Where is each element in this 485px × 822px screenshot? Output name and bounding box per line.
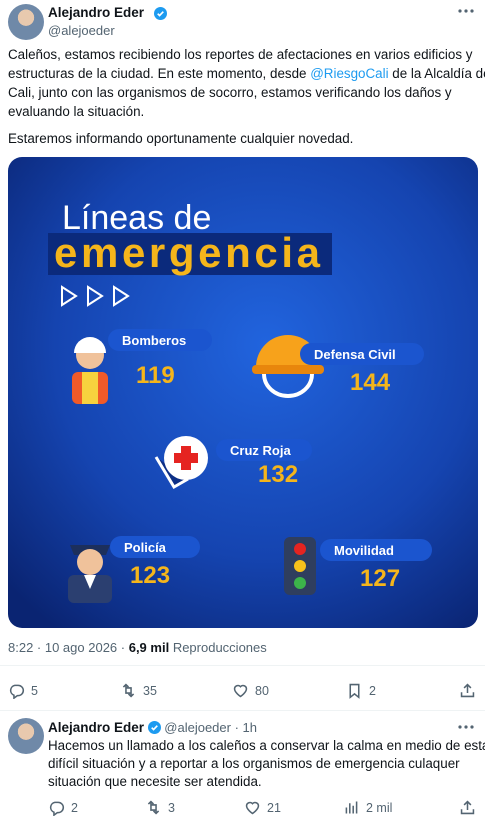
service-number: 144: [350, 369, 391, 396]
service-number: 132: [258, 461, 298, 488]
label-pill: [216, 439, 312, 461]
police-icon: [68, 545, 112, 603]
reply-header: Alejandro Eder @alejoeder · 1h: [48, 720, 257, 735]
label-pill: [108, 329, 212, 351]
tweet-text: Caleños, estamos recibiendo los reportes…: [8, 47, 473, 62]
retweet-button[interactable]: 3: [145, 799, 175, 816]
verified-badge: [154, 7, 167, 20]
redcross-icon: [154, 436, 208, 490]
service-name: Movilidad: [334, 543, 394, 558]
views-button[interactable]: 2 mil: [343, 799, 392, 816]
reply-button[interactable]: 2: [48, 799, 78, 816]
reply-button[interactable]: 5: [8, 682, 38, 699]
views-count: 2 mil: [366, 800, 393, 815]
timestamp[interactable]: 8:22 · 10 ago 2026 ·: [8, 640, 126, 655]
like-count: 21: [267, 800, 281, 815]
bookmark-count: 2: [369, 683, 376, 698]
firefighter-icon: [72, 337, 108, 404]
like-button[interactable]: 21: [244, 799, 281, 816]
author-name[interactable]: Alejandro Eder: [48, 720, 145, 735]
tweet-text: estructuras de la ciudad. En este moment…: [8, 66, 485, 81]
like-count: 80: [255, 683, 269, 698]
share-button[interactable]: [459, 799, 476, 816]
share-button[interactable]: [459, 682, 476, 699]
verified-badge: [147, 721, 161, 734]
tweet-image[interactable]: Líneas de emergencia Bomberos 119 Defensa …: [8, 157, 478, 628]
arrows: [61, 285, 130, 307]
bookmark-button[interactable]: 2: [346, 682, 376, 699]
more-menu[interactable]: [458, 724, 474, 730]
service-name: Bomberos: [122, 333, 186, 348]
service-name: Policía: [124, 540, 167, 555]
text: de la Alcaldía de: [388, 66, 485, 81]
reply-text: Hacemos un llamado a los caleños a conse…: [48, 738, 485, 753]
service-number: 123: [130, 562, 170, 589]
reply-count: 5: [31, 683, 38, 698]
author-handle[interactable]: @alejoeder: [48, 23, 115, 38]
retweet-count: 35: [143, 683, 157, 698]
service-number: 127: [360, 565, 400, 592]
avatar[interactable]: [8, 4, 44, 40]
text: estructuras de la ciudad. En este moment…: [8, 66, 311, 81]
service-name: Defensa Civil: [314, 347, 396, 362]
reply-count: 2: [71, 800, 78, 815]
views-label: Reproducciones: [172, 640, 267, 655]
like-button[interactable]: 80: [232, 682, 269, 699]
image-title: Líneas de: [62, 199, 211, 237]
tweet-text: evaluando la situación.: [8, 104, 145, 119]
reply-text: difícil situación y a reportar a los org…: [48, 756, 460, 771]
avatar[interactable]: [8, 718, 44, 754]
post-age: · 1h: [234, 720, 257, 735]
retweet-count: 3: [168, 800, 175, 815]
tweet-meta: 8:22 · 10 ago 2026 · 6,9 mil Reproduccio…: [8, 640, 267, 655]
more-menu[interactable]: [458, 8, 474, 14]
tweet-text: Cali, junto con las organismos de socorr…: [8, 85, 452, 100]
divider: [0, 710, 485, 711]
label-pill: [320, 539, 432, 561]
label-pill: [110, 536, 200, 558]
reply-text: situación que necesite ser atendida.: [48, 774, 262, 789]
label-pill: [300, 343, 424, 365]
service-name: Cruz Roja: [230, 443, 291, 458]
image-title: emergencia: [54, 229, 321, 276]
service-number: 119: [136, 362, 175, 389]
retweet-button[interactable]: 35: [120, 682, 157, 699]
divider: [0, 665, 485, 666]
author-name[interactable]: Alejandro Eder: [48, 5, 145, 20]
traffic-light-icon: [284, 537, 316, 595]
author-handle[interactable]: @alejoeder: [164, 720, 231, 735]
tweet-text: Estaremos informando oportunamente cualq…: [8, 131, 354, 146]
views-count: 6,9 mil: [128, 640, 170, 655]
mention[interactable]: @RiesgoCali: [310, 66, 389, 81]
